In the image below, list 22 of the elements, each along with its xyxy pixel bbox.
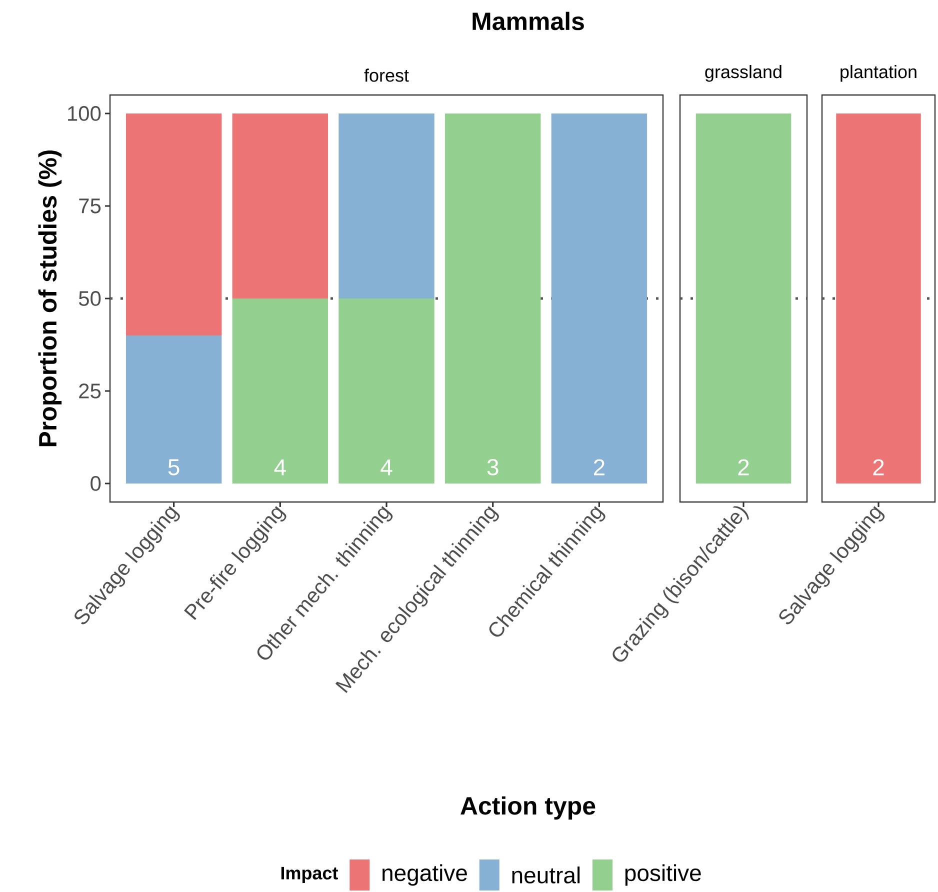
legend-label: negative [382, 864, 467, 886]
chart-subtitle: forest [364, 68, 409, 82]
y-tick-label: 100 [68, 106, 101, 121]
legend-title: Impact [281, 866, 338, 884]
annotation: 4 [274, 459, 286, 476]
y-axis-title: Proportion of studies (%) [38, 150, 62, 446]
y-tick-label: 25 [79, 384, 101, 398]
chart-subtitle: plantation [840, 65, 916, 82]
legend-label: neutral [512, 866, 580, 884]
legend-label: positive [625, 864, 701, 886]
chart-subtitle: grassland [705, 65, 782, 82]
y-tick-label: 0 [90, 476, 101, 491]
chart-title: Mammals [472, 12, 584, 30]
annotation: 5 [168, 459, 180, 476]
annotation: 4 [380, 459, 392, 476]
y-tick-label: 50 [78, 291, 101, 306]
annotation: 2 [594, 459, 604, 476]
annotation: 2 [873, 459, 884, 476]
y-tick-label: 75 [79, 198, 101, 214]
annotation: 2 [738, 459, 749, 476]
annotation: 3 [487, 459, 498, 476]
x-axis-title: Action type [460, 796, 596, 820]
